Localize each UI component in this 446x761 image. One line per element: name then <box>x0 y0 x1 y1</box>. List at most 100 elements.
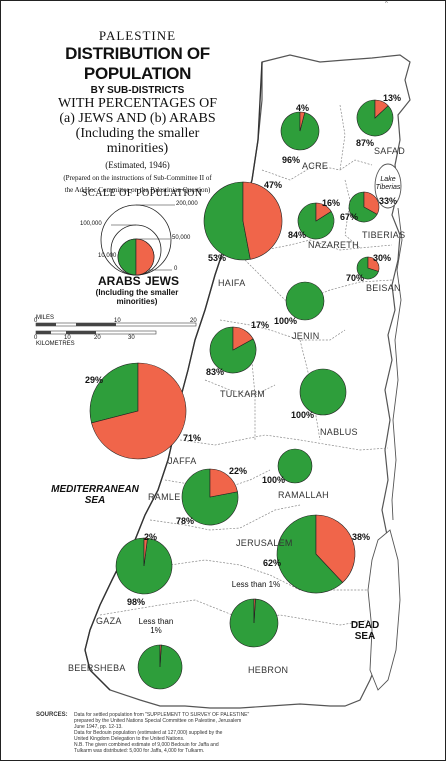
dead-sea-label: DEAD SEA <box>345 620 385 642</box>
jordan-river <box>391 207 403 521</box>
district-label-jaffa: JAFFA <box>168 456 197 466</box>
km-tick-20: 20 <box>94 335 101 341</box>
pct-jews-haifa: 47% <box>264 180 283 190</box>
pct-jews-hebron: Less than 1% <box>231 580 281 589</box>
sources-line5: United Kingdom Delegation to the United … <box>74 736 185 742</box>
pie-arabs-slice-haifa <box>203 181 251 261</box>
map-estimated: (Estimated, 1946) <box>105 160 170 170</box>
scale-title: SCALE OF POPULATION <box>82 188 203 199</box>
sources-text: Data for settled population from "SUPPLE… <box>74 712 414 754</box>
pie-jews-slice-hebron <box>253 598 256 624</box>
pie-arabs-slice-jenin <box>285 281 325 321</box>
miles-tick-0: 0 <box>34 318 38 324</box>
pie-jews-slice-jerusalem <box>315 514 356 583</box>
district-label-ramallah: RAMALLAH <box>278 490 329 500</box>
district-label-jenin: JENIN <box>292 331 320 341</box>
pie-jews-slice-beisan <box>367 256 380 272</box>
pie-jerusalem <box>276 514 356 594</box>
pct-jews-beisan: 30% <box>373 253 392 263</box>
pie-arabs-slice-jaffa <box>89 362 139 424</box>
pct-jews-jaffa: 71% <box>183 433 202 443</box>
pie-tiberias <box>348 191 380 223</box>
sources-line6: N.B. The given combined estimate of 9,00… <box>74 742 219 748</box>
pct-jews-safad: 13% <box>383 93 402 103</box>
pie-jews-slice-tulkarm <box>232 326 254 351</box>
pct-arabs-tulkarm: 83% <box>206 367 225 377</box>
pie-arabs-slice-nablus <box>299 368 347 416</box>
map-title-country: PALESTINE <box>98 28 177 43</box>
pie-jenin <box>285 281 325 321</box>
pie-hebron <box>229 598 279 648</box>
pie-nablus <box>299 368 347 416</box>
district-label-haifa: HAIFA <box>218 278 246 288</box>
pie-ramle <box>181 468 239 526</box>
district-label-beisan: BEISAN <box>366 283 401 293</box>
pie-beersheba <box>137 644 183 690</box>
map-subtitle-line3: (Including the smaller <box>75 126 200 141</box>
district-label-beersheba: BEERSHEBA <box>68 663 126 673</box>
pct-arabs-nablus: 100% <box>291 410 315 420</box>
km-tick-0: 0 <box>34 335 38 341</box>
district-label-safad: SAFAD <box>374 146 406 156</box>
pct-arabs-gaza: 98% <box>127 597 146 607</box>
pie-jews-slice-gaza <box>143 537 148 567</box>
map-title-by: BY SUB-DISTRICTS <box>90 85 185 96</box>
legend-including-line2: minorities) <box>116 297 158 306</box>
mediterranean-line2: SEA <box>84 495 106 506</box>
lake-line2: Tiberias <box>375 184 401 191</box>
scale-value-50000: 50,000 <box>172 235 191 241</box>
map-subtitle-line1: WITH PERCENTAGES OF <box>57 96 218 111</box>
map-title-main: DISTRIBUTION OF POPULATION <box>65 44 210 83</box>
pct-jews-beersheba: Less than 1% <box>138 617 174 635</box>
pie-jews-slice-beersheba <box>159 644 162 668</box>
pct-jews-gaza: 2% <box>144 532 158 542</box>
district-label-gaza: GAZA <box>96 616 122 626</box>
pct-arabs-acre: 96% <box>282 155 301 165</box>
scale-value-0: 0 <box>174 266 178 272</box>
district-label-acre: ACRE <box>302 161 329 171</box>
pie-tulkarm <box>209 326 257 374</box>
pct-jews-nazareth: 16% <box>322 198 341 208</box>
title-block: PALESTINE DISTRIBUTION OF POPULATION BY … <box>30 28 245 194</box>
mediterranean-line1: MEDITERRANEAN <box>51 484 139 495</box>
sources-label: SOURCES: <box>36 712 68 718</box>
pct-jews-tiberias: 33% <box>379 196 398 206</box>
district-label-nazareth: NAZARETH <box>308 240 359 250</box>
lake-tiberias-shape <box>374 163 402 209</box>
legend-jews-label: JEWS <box>145 274 180 288</box>
pct-arabs-jenin: 100% <box>274 316 298 326</box>
top-edge-text: ^ <box>385 1 388 7</box>
legend-including: (Including the smaller minorities) <box>92 288 182 306</box>
pie-jews-slice-nazareth <box>315 202 332 222</box>
pie-jews-slice-ramle <box>209 468 238 498</box>
district-label-tulkarm: TULKARM <box>220 389 266 399</box>
km-tick-10: 10 <box>64 335 71 341</box>
scale-value-10000: 10,000 <box>98 253 117 259</box>
pct-arabs-jaffa: 29% <box>85 375 104 385</box>
pct-arabs-beisan: 70% <box>346 273 365 283</box>
sources-line4: Data for Bedouin population (estimated a… <box>74 730 223 736</box>
miles-tick-20: 20 <box>190 318 197 324</box>
pct-jews-tulkarm: 17% <box>251 320 270 330</box>
pie-arabs-slice-tulkarm <box>209 326 257 374</box>
pie-beisan <box>356 256 380 280</box>
district-label-hebron: HEBRON <box>248 665 289 675</box>
pct-jews-jerusalem: 38% <box>352 532 371 542</box>
km-label: KILOMETRES <box>36 341 75 347</box>
distance-scale-graphic <box>35 322 197 335</box>
pct-jews-acre: 4% <box>296 103 310 113</box>
pct-arabs-jerusalem: 62% <box>263 558 282 568</box>
map-subtitle-line2: (a) JEWS AND (b) ARABS <box>59 111 216 126</box>
sources-line7: Tulkarm was distributed: 5,000 for Jaffa… <box>74 748 205 754</box>
sources-line3: June 1947, pp. 12-13. <box>74 724 123 730</box>
district-label-jerusalem: JERUSALEM <box>236 538 293 548</box>
pie-arabs-slice-ramallah <box>277 448 313 484</box>
scale-value-200000: 200,000 <box>176 201 198 207</box>
pct-arabs-nazareth: 84% <box>288 230 307 240</box>
pie-safad <box>356 99 394 137</box>
pie-jaffa <box>89 362 187 460</box>
district-label-ramle: RAMLE <box>148 492 181 502</box>
district-label-nablus: NABLUS <box>320 427 358 437</box>
district-pies <box>89 99 394 690</box>
